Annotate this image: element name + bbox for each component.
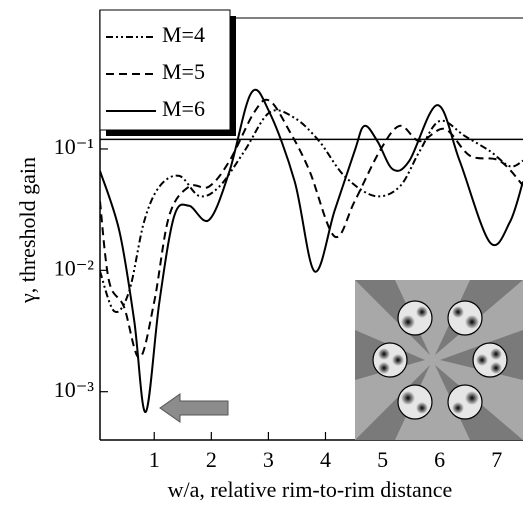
x-tick-label: 1 [149,447,160,472]
series-line [100,88,523,414]
plot-lines [100,88,523,414]
series-line [100,98,523,359]
y-tick-label: 10⁻² [54,255,95,280]
legend-label: M=4 [162,22,205,47]
x-tick-label: 3 [263,447,274,472]
x-tick-label: 7 [491,447,502,472]
x-tick-label: 4 [320,447,331,472]
legend-label: M=6 [162,96,205,121]
y-tick-label: 10⁻³ [54,377,95,402]
x-tick-label: 6 [434,447,445,472]
x-tick-label: 5 [377,447,388,472]
legend-label: M=5 [162,59,205,84]
legend: M=4 M=5 M=6 [99,9,236,136]
y-tick-label: 10⁻¹ [54,134,94,159]
inset-lobes [378,306,502,414]
x-axis-label: w/a, relative rim-to-rim distance [168,477,453,502]
y-axis-label: γ, threshold gain [15,157,40,304]
arrow [159,393,229,423]
x-tick-label: 2 [206,447,217,472]
inset-image [355,280,523,440]
series-line [100,109,523,313]
